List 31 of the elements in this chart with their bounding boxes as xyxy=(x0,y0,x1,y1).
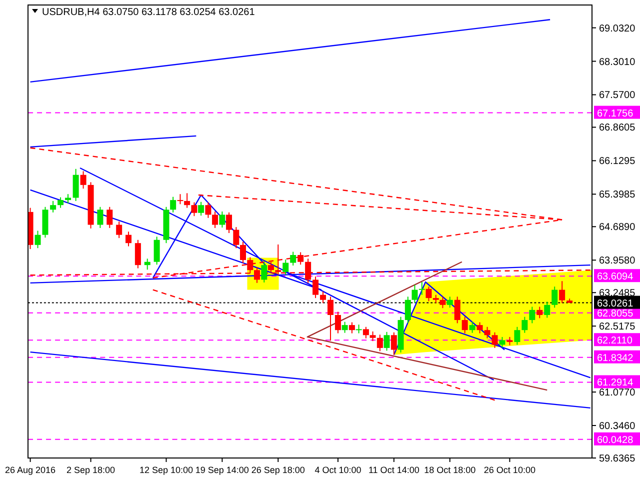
y-tick-label: 66.1295 xyxy=(599,156,636,168)
y-tick-label: 62.5175 xyxy=(599,322,636,333)
ref-line-label: 62.2110 xyxy=(597,336,633,347)
y-tick-label: 61.0770 xyxy=(599,388,636,399)
x-tick-label: 26 Oct 10:00 xyxy=(484,465,536,475)
x-tick-label: 26 Sep 18:00 xyxy=(251,465,305,475)
x-tick-label: 2 Sep 18:00 xyxy=(66,465,116,475)
x-tick-label: 12 Sep 10:00 xyxy=(139,465,194,475)
y-tick-label: 66.8605 xyxy=(599,122,636,134)
y-tick-label: 59.6365 xyxy=(599,454,636,464)
x-tick-label: 19 Sep 14:00 xyxy=(195,465,249,475)
ref-line-label: 62.8055 xyxy=(597,308,634,320)
ref-line-label: 67.1756 xyxy=(597,108,634,120)
ref-line-label: 63.6094 xyxy=(597,272,634,283)
y-tick-label: 63.2485 xyxy=(599,288,636,300)
x-tick-label: 11 Oct 14:00 xyxy=(368,465,420,475)
y-tick-label: 65.3985 xyxy=(599,190,636,201)
y-tick-label: 64.6890 xyxy=(599,222,636,234)
ref-line-label: 60.0428 xyxy=(597,434,634,446)
y-tick-label: 67.5700 xyxy=(599,90,636,102)
y-tick-label: 63.9580 xyxy=(599,256,636,267)
x-tick-label: 18 Oct 18:00 xyxy=(424,465,476,475)
y-tick-label: 69.0320 xyxy=(599,23,636,34)
y-tick-label: 60.3460 xyxy=(599,421,636,432)
x-tick-label: 4 Oct 10:00 xyxy=(314,465,362,475)
x-tick-label: 26 Aug 2016 xyxy=(4,465,56,475)
chart-title: USDRUB,H4 63.0750 63.1178 63.0254 63.0261 xyxy=(42,7,256,18)
ref-line-label: 61.8342 xyxy=(597,352,634,364)
ref-line-label: 63.0261 xyxy=(597,298,634,310)
ref-line-label: 61.2914 xyxy=(597,378,634,389)
y-tick-label: 68.3010 xyxy=(599,56,636,68)
